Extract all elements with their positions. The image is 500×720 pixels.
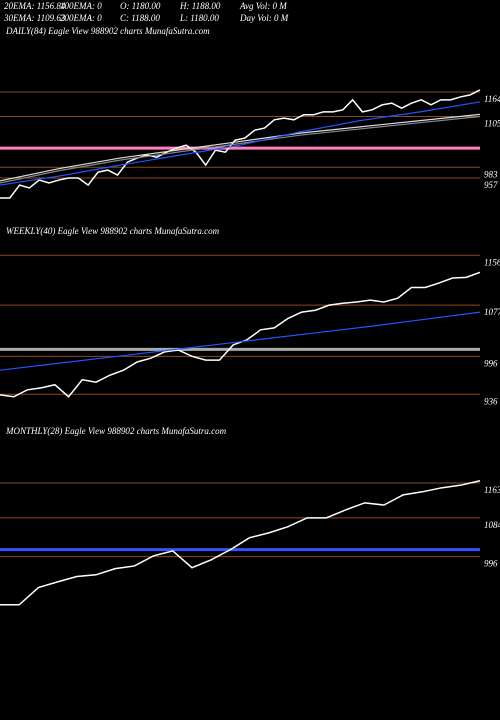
- y-tick-label: 996: [484, 358, 498, 368]
- header-stat: 200EMA: 0: [60, 13, 102, 23]
- y-tick-label: 1084: [484, 520, 500, 530]
- panel-title: MONTHLY(28) Eagle View 988902 charts Mun…: [5, 426, 227, 436]
- header-stat: Avg Vol: 0 M: [239, 1, 287, 11]
- price-line: [0, 271, 481, 398]
- price-line: [0, 115, 481, 184]
- price-line: [0, 101, 481, 186]
- y-tick-label: 1077: [484, 307, 500, 317]
- header-stat: C: 1188.00: [120, 13, 160, 23]
- y-tick-label: 957: [484, 180, 498, 190]
- price-line: [0, 89, 481, 199]
- y-tick-label: 1163: [484, 485, 500, 495]
- header-stat: H: 1188.00: [179, 1, 221, 11]
- y-tick-label: 983: [484, 169, 498, 179]
- y-tick-label: 1105: [484, 119, 500, 129]
- header-stat: Day Vol: 0 M: [239, 13, 289, 23]
- price-line: [0, 311, 481, 371]
- header-stat: O: 1180.00: [120, 1, 161, 11]
- header-stat: 100EMA: 0: [60, 1, 102, 11]
- price-line: [0, 480, 481, 606]
- price-line: [0, 113, 481, 182]
- y-tick-label: 1164: [484, 94, 500, 104]
- panel-title: WEEKLY(40) Eagle View 988902 charts Muna…: [6, 226, 220, 236]
- y-tick-label: 996: [484, 559, 498, 569]
- y-tick-label: 936: [484, 396, 498, 406]
- header-stat: 20EMA: 1156.84: [4, 1, 66, 11]
- header-stat: L: 1180.00: [179, 13, 219, 23]
- y-tick-label: 1156: [484, 257, 500, 267]
- panel-title: DAILY(84) Eagle View 988902 charts Munaf…: [5, 26, 210, 36]
- header-stat: 30EMA: 1109.63: [3, 13, 66, 23]
